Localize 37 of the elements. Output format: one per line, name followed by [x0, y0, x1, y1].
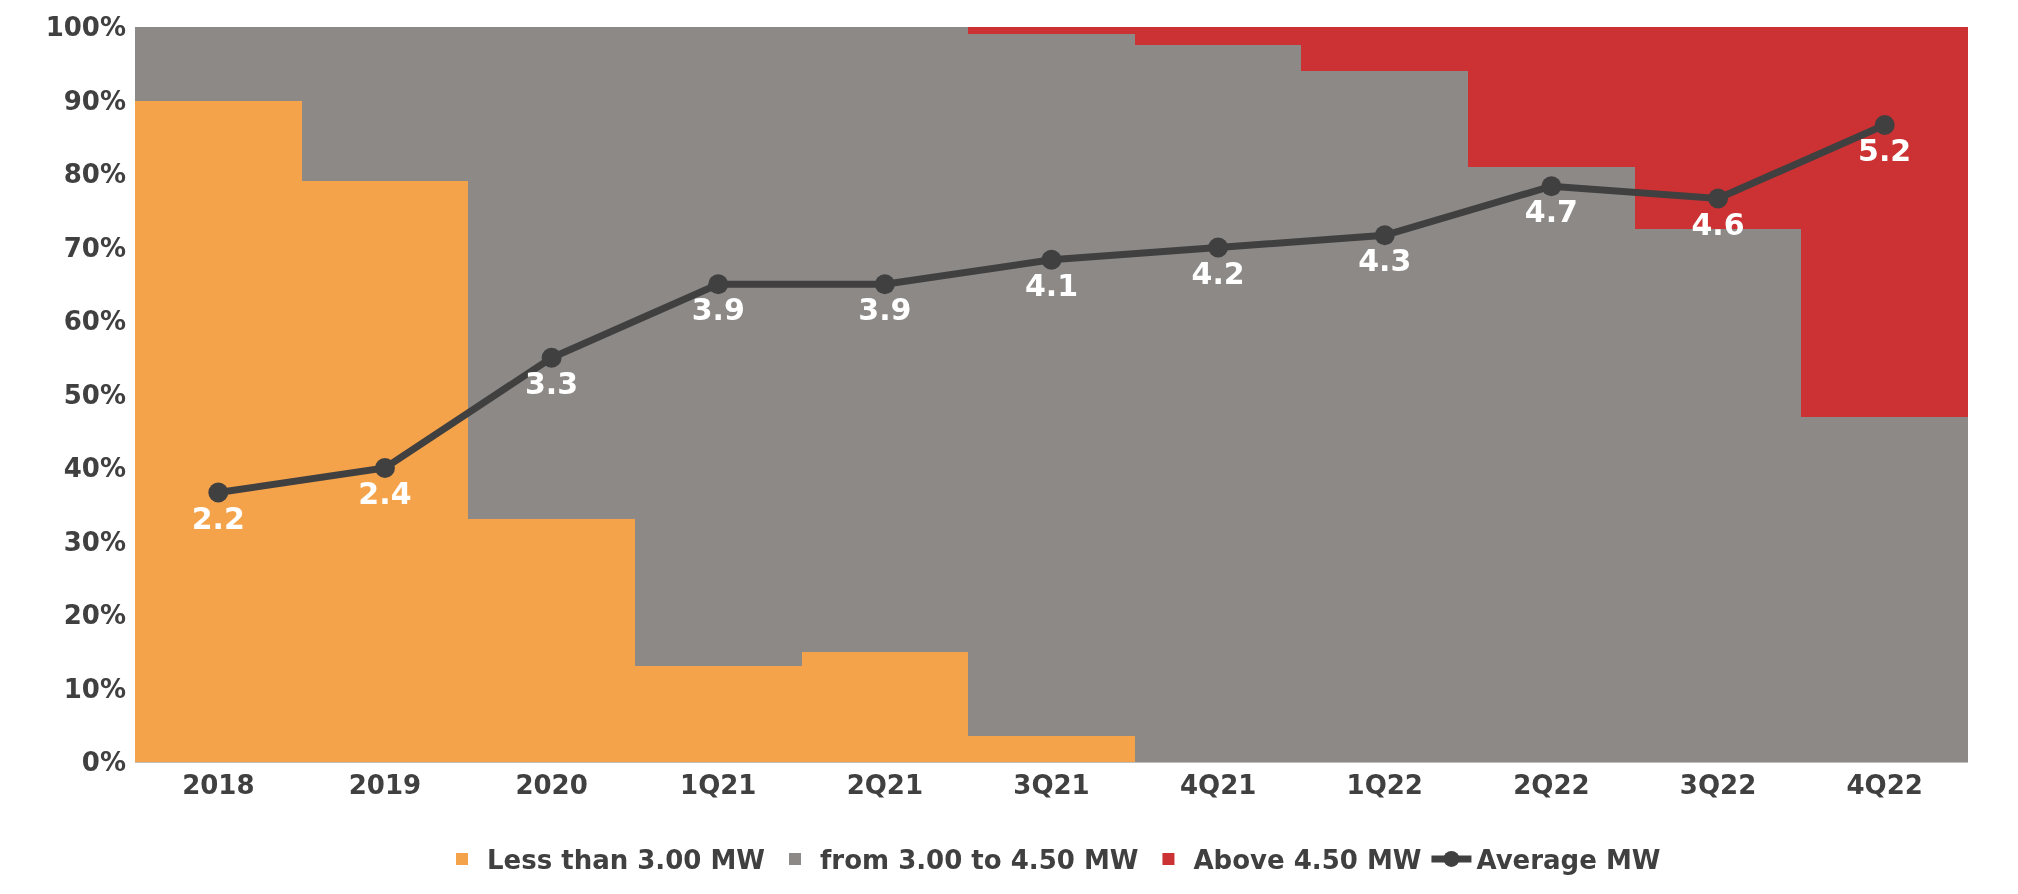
data-label: 2.2	[191, 500, 245, 536]
y-tick-label: 10%	[63, 673, 126, 704]
data-label: 4.7	[1524, 194, 1578, 230]
x-tick-label: 3Q21	[1013, 770, 1090, 801]
y-tick-label: 0%	[81, 747, 126, 778]
x-tick-label: 2Q21	[846, 770, 924, 801]
y-tick-label: 100%	[45, 12, 126, 43]
data-label: 4.1	[1024, 267, 1079, 303]
data-label: 4.3	[1358, 243, 1412, 279]
data-label: 3.9	[691, 292, 745, 328]
data-label: 5.2	[1858, 133, 1912, 168]
y-tick-label: 40%	[63, 453, 126, 484]
legend-label: from 3.00 to 4.50 MW	[820, 845, 1139, 876]
legend-label: Average MW	[1476, 845, 1661, 876]
legend-label: Less than 3.00 MW	[487, 845, 766, 876]
y-tick-label: 60%	[63, 306, 126, 337]
x-tick-label: 3Q22	[1679, 770, 1757, 801]
y-tick-label: 20%	[63, 600, 126, 631]
y-tick-label: 80%	[63, 159, 126, 190]
data-label: 3.3	[525, 365, 579, 401]
data-label: 2.4	[358, 476, 412, 511]
y-tick-label: 70%	[63, 232, 126, 263]
x-tick-label: 4Q21	[1179, 770, 1257, 801]
x-tick-label: 1Q21	[680, 770, 757, 801]
x-tick-label: 4Q22	[1846, 770, 1923, 801]
data-label: 3.9	[858, 292, 912, 328]
x-tick-label: 1Q22	[1346, 770, 1423, 801]
x-tick-label: 2Q22	[1513, 770, 1590, 801]
legend-label: Above 4.50 MW	[1193, 845, 1422, 876]
data-label: 4.6	[1691, 206, 1745, 242]
x-tick-label: 2020	[515, 770, 588, 801]
x-tick-label: 2019	[348, 770, 422, 801]
y-tick-label: 50%	[63, 379, 126, 410]
y-tick-label: 90%	[63, 85, 126, 116]
y-tick-label: 30%	[63, 526, 126, 557]
x-tick-label: 2018	[182, 770, 255, 801]
data-label: 4.2	[1191, 255, 1245, 291]
